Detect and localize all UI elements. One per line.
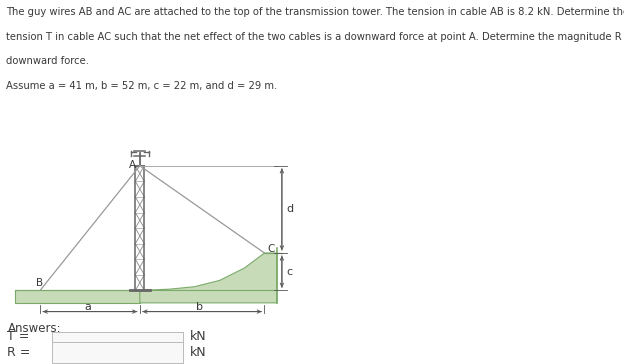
Text: d: d — [286, 205, 293, 214]
Text: a: a — [84, 302, 91, 312]
Text: tension T in cable AC such that the net effect of the two cables is a downward f: tension T in cable AC such that the net … — [6, 32, 624, 42]
Polygon shape — [140, 253, 277, 303]
Text: downward force.: downward force. — [6, 56, 89, 66]
Text: kN: kN — [190, 346, 207, 359]
Text: kN: kN — [190, 330, 207, 343]
Text: Answers:: Answers: — [7, 322, 61, 335]
Text: The guy wires AB and AC are attached to the top of the transmission tower. The t: The guy wires AB and AC are attached to … — [6, 7, 624, 17]
Text: T =: T = — [7, 330, 30, 343]
Text: A: A — [129, 159, 136, 170]
Text: B: B — [36, 278, 44, 288]
Text: R =: R = — [7, 346, 31, 359]
Text: Assume a = 41 m, b = 52 m, c = 22 m, and d = 29 m.: Assume a = 41 m, b = 52 m, c = 22 m, and… — [6, 81, 278, 91]
Text: c: c — [286, 267, 293, 277]
Text: i: i — [42, 346, 46, 359]
Text: b: b — [196, 302, 203, 312]
Text: C: C — [268, 244, 275, 254]
Text: i: i — [42, 336, 46, 349]
Polygon shape — [15, 290, 140, 303]
